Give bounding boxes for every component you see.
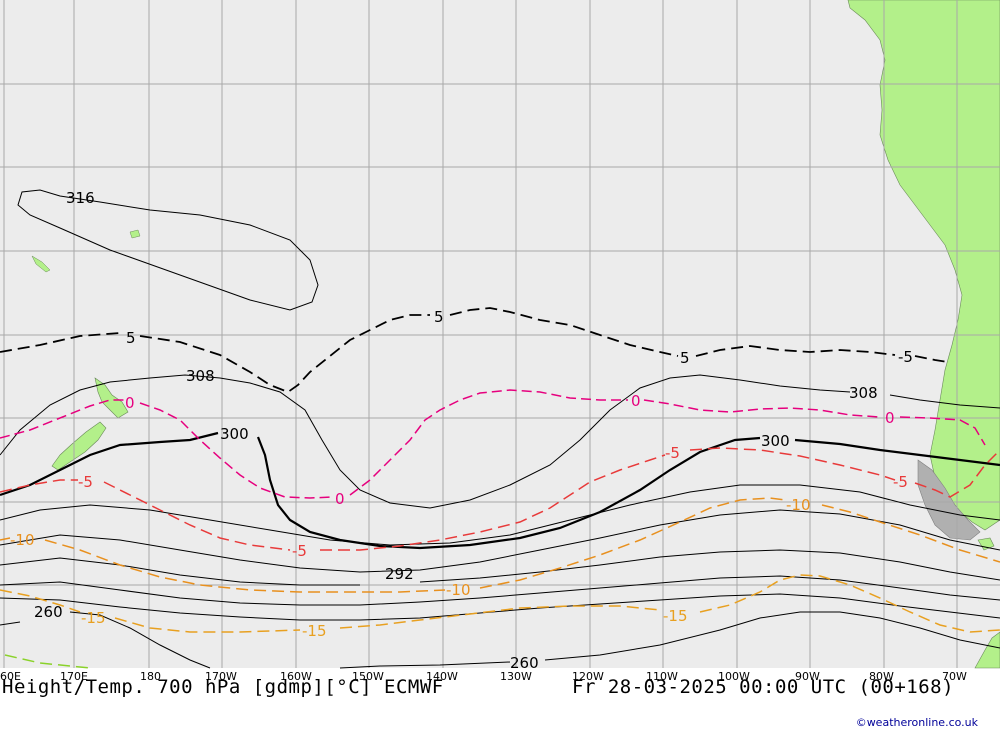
label-292: 292: [385, 565, 414, 583]
contour-h5: [0, 593, 1000, 621]
lon-label: 60E: [0, 670, 21, 683]
label-t0-d: 0: [885, 409, 895, 427]
label-tm5-b: -5: [292, 542, 307, 560]
contour-300: [0, 431, 1000, 550]
lon-label: 120W: [572, 670, 604, 683]
label-260-b: 260: [510, 654, 539, 672]
lon-label: 170W: [205, 670, 237, 683]
label-316: 316: [66, 189, 95, 207]
lon-label: 130W: [500, 670, 532, 683]
contour-308: [0, 374, 1000, 509]
land-antarctic-peninsula: [974, 631, 1000, 669]
isotherm-minus15: [0, 574, 1000, 633]
longitude-labels: 60E 170E 180 170W 160W 150W 140W 130W 12…: [0, 670, 967, 683]
land-new-zealand-north: [94, 377, 129, 419]
lon-label: 170E: [60, 670, 88, 683]
label-t0-a: 0: [125, 394, 135, 412]
label-t5-c: 5: [680, 349, 690, 367]
lon-label: 100W: [718, 670, 750, 683]
label-300-a: 300: [220, 425, 249, 443]
label-308-b: 308: [849, 384, 878, 402]
valid-time: Fr 28-03-2025 00:00 UTC (00+168): [572, 676, 955, 698]
contour-labels: 316 308 308 300 300 292 260 260 5 5 5 -5…: [10, 189, 913, 672]
footer-band: [0, 668, 1000, 733]
isotherm-0: [0, 389, 986, 499]
lon-label: 140W: [426, 670, 458, 683]
label-tm15-a: -15: [81, 609, 106, 627]
label-tm5-a: -5: [78, 473, 93, 491]
contour-316: [17, 189, 319, 311]
lon-label: 150W: [352, 670, 384, 683]
label-tm15-c: -15: [663, 607, 688, 625]
map-title: Height/Temp. 700 hPa [gdmp][°C] ECMWF: [2, 676, 444, 698]
label-t0-c: 0: [631, 392, 641, 410]
lon-label: 160W: [280, 670, 312, 683]
contour-260: [0, 611, 211, 669]
lon-label: 90W: [795, 670, 820, 683]
label-tm15-b: -15: [302, 622, 327, 640]
isotherm-minus5: [0, 447, 1000, 551]
land-new-caledonia: [31, 255, 51, 273]
label-tm10-c: -10: [786, 496, 811, 514]
height-contours: [0, 189, 1000, 669]
ocean-area: [0, 0, 1000, 668]
isotherm-minus10: [0, 497, 1000, 593]
label-tm10-a: -10: [10, 531, 35, 549]
label-t5-b: 5: [434, 308, 444, 326]
isotherm-5: [0, 307, 949, 394]
label-308-a: 308: [186, 367, 215, 385]
label-tm5-d: -5: [893, 473, 908, 491]
label-t0-b: 0: [335, 490, 345, 508]
label-tm10-b: -10: [446, 581, 471, 599]
label-300-b: 300: [761, 432, 790, 450]
isotherm-minus20: [4, 654, 91, 669]
lon-label: 70W: [942, 670, 967, 683]
label-t5-a: 5: [126, 329, 136, 347]
lon-label: 110W: [646, 670, 678, 683]
contour-292: [0, 549, 1000, 586]
contour-h1: [0, 484, 1000, 546]
lon-label: 80W: [869, 670, 894, 683]
lon-label: 180: [140, 670, 161, 683]
label-t5-d: -5: [898, 348, 913, 366]
label-tm5-c: -5: [665, 444, 680, 462]
credit-link[interactable]: ©weatheronline.co.uk: [855, 716, 978, 729]
label-260-a: 260: [34, 603, 63, 621]
contour-h4: [0, 575, 1000, 606]
land-fiji: [129, 229, 141, 239]
contour-h2: [0, 509, 1000, 573]
contour-260b: [339, 611, 1000, 669]
